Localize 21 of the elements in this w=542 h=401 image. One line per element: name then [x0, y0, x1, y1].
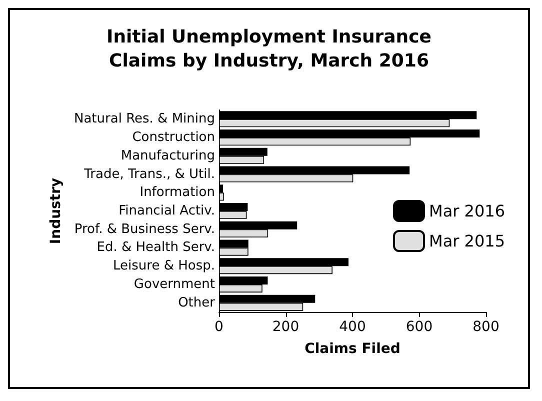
x-tick-label: 600 [406, 319, 433, 335]
y-axis-title: Industry [48, 178, 64, 244]
y-tick-label: Manufacturing [120, 148, 215, 164]
y-tick-label: Construction [132, 130, 215, 146]
x-tick-label: 0 [214, 319, 224, 335]
y-tick-label: Other [178, 295, 216, 310]
y-tick-label: Prof. & Business Serv. [74, 222, 215, 237]
y-tick-label: Information [140, 185, 215, 200]
y-tick-label: Financial Activ. [118, 204, 215, 218]
y-tick-label: Natural Res. & Mining [74, 112, 215, 127]
x-tick-label: 400 [339, 319, 366, 335]
y-tick-label: Government [134, 276, 215, 292]
y-tick-label: Trade, Trans., & Util. [83, 166, 215, 182]
y-tick-label: Ed. & Health Serv. [96, 240, 215, 256]
x-tick-label: 200 [272, 319, 300, 335]
x-axis-title: Claims Filed [304, 341, 400, 357]
chart-title: Initial Unemployment Insurance Claims by Industry, March 2016 [106, 26, 432, 72]
legend-label: Mar 2015 [429, 232, 506, 250]
x-tick-label: 800 [472, 319, 500, 335]
legend-label: Mar 2016 [429, 202, 506, 220]
y-tick-label: Leisure & Hosp. [113, 258, 215, 274]
